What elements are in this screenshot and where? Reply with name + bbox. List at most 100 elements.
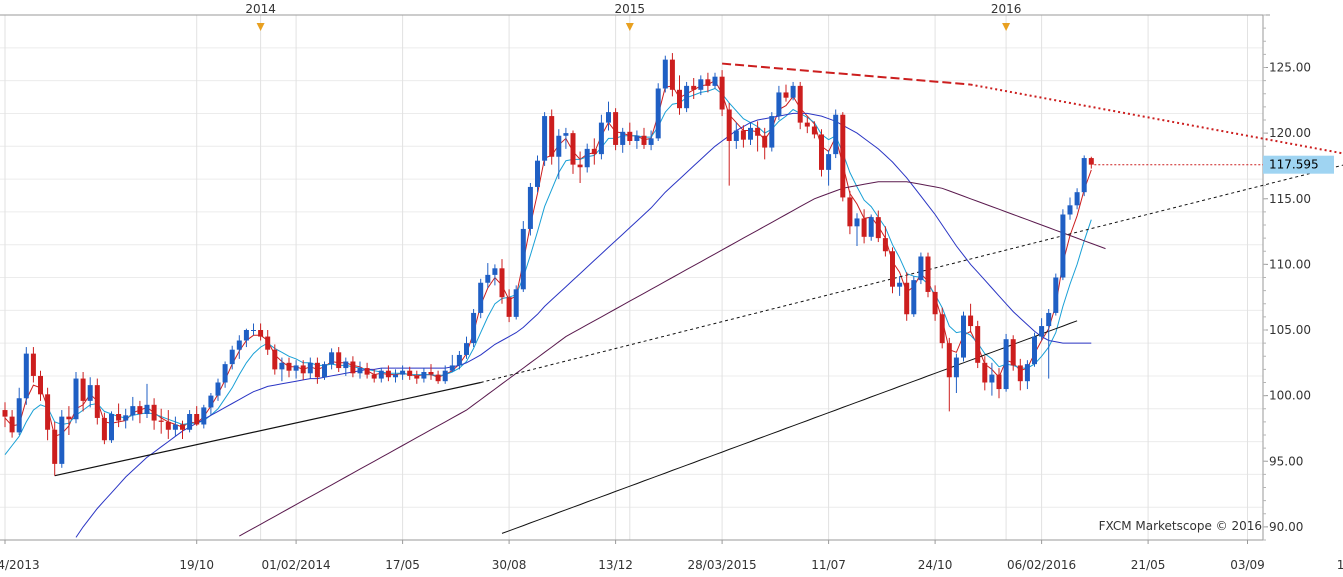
x-tick-label: 17/12 [1337, 558, 1343, 572]
candle [776, 85, 782, 120]
candle [371, 369, 377, 383]
candle-body [925, 256, 931, 292]
candle [868, 214, 874, 241]
candle [968, 303, 974, 333]
candle-body [499, 268, 505, 298]
candle-body [769, 116, 775, 148]
candle [329, 348, 335, 370]
candle [833, 109, 839, 159]
ma-line-5 [501, 320, 1078, 534]
candle-body [513, 289, 519, 317]
candle [513, 285, 519, 320]
candle [272, 344, 278, 375]
candle [492, 264, 498, 286]
candle [613, 108, 619, 151]
candle [591, 138, 597, 165]
candle-body [66, 416, 72, 420]
candle-body [350, 361, 356, 374]
candle [144, 383, 150, 418]
candle [961, 311, 966, 362]
candle-body [563, 133, 569, 136]
ma-line-4 [239, 181, 1106, 537]
candle-body [804, 122, 810, 127]
candle-body [705, 79, 711, 86]
candle [634, 130, 640, 149]
candle [172, 416, 178, 437]
candle-body [80, 378, 86, 401]
x-tick-label: 13/04/2013 [0, 558, 40, 572]
candle [137, 400, 143, 424]
candle [790, 81, 796, 101]
candle-body [634, 135, 640, 141]
candle [556, 129, 562, 180]
candle-body [414, 375, 420, 379]
candle-body [584, 148, 590, 168]
candle-body [307, 362, 313, 374]
candle [783, 84, 789, 102]
candle [30, 347, 36, 383]
candle [314, 357, 320, 384]
candle [1046, 309, 1052, 379]
candle [499, 259, 505, 304]
candle [45, 387, 51, 441]
candle-body [73, 378, 79, 420]
candle-body [1060, 214, 1066, 278]
candle [400, 365, 406, 380]
candle-body [733, 130, 739, 141]
candle [385, 365, 391, 382]
candle [236, 335, 242, 359]
moving-average-lines [4, 79, 1106, 538]
candle [641, 127, 647, 149]
candle [847, 190, 853, 235]
candle [606, 101, 611, 131]
candle-body [648, 138, 654, 145]
candle-body [677, 89, 682, 109]
candle-body [485, 274, 491, 283]
candle-body [201, 407, 207, 425]
candle [819, 129, 824, 177]
candle [471, 309, 477, 348]
candle [584, 143, 590, 173]
candle-body [59, 416, 65, 464]
last-price-marker[interactable]: 117.595 [1094, 155, 1334, 174]
candle [740, 125, 746, 148]
candle [23, 347, 29, 405]
candle-body [371, 374, 377, 379]
candle [1053, 273, 1059, 316]
candle-body [1067, 205, 1073, 215]
candle [598, 114, 604, 160]
candle [861, 209, 867, 244]
candle [826, 150, 832, 186]
candle [265, 330, 271, 355]
candle-body [300, 365, 306, 374]
candle-body [229, 349, 235, 365]
candle-body [9, 416, 15, 433]
candle [755, 121, 761, 152]
candle [286, 357, 292, 378]
candle [16, 387, 22, 435]
candle [662, 55, 668, 93]
candle-body [101, 417, 107, 441]
candle-body [982, 362, 988, 383]
y-tick-label: 125.00 [1269, 61, 1311, 75]
candle-body [16, 398, 22, 433]
candle [648, 130, 654, 151]
candle-body [918, 256, 924, 281]
candle [9, 410, 15, 438]
candle [840, 112, 846, 202]
candle [322, 361, 327, 380]
candle-body [194, 414, 200, 425]
candle [982, 356, 988, 391]
candle [421, 368, 427, 383]
candle [705, 72, 711, 93]
candle-body [1088, 158, 1094, 165]
candle [130, 396, 136, 421]
candle [939, 307, 945, 349]
candle-body [975, 326, 981, 363]
candle [66, 406, 72, 435]
candle [719, 70, 725, 117]
candle-body [875, 217, 881, 239]
candle [1032, 332, 1037, 367]
candle-body [662, 59, 668, 89]
